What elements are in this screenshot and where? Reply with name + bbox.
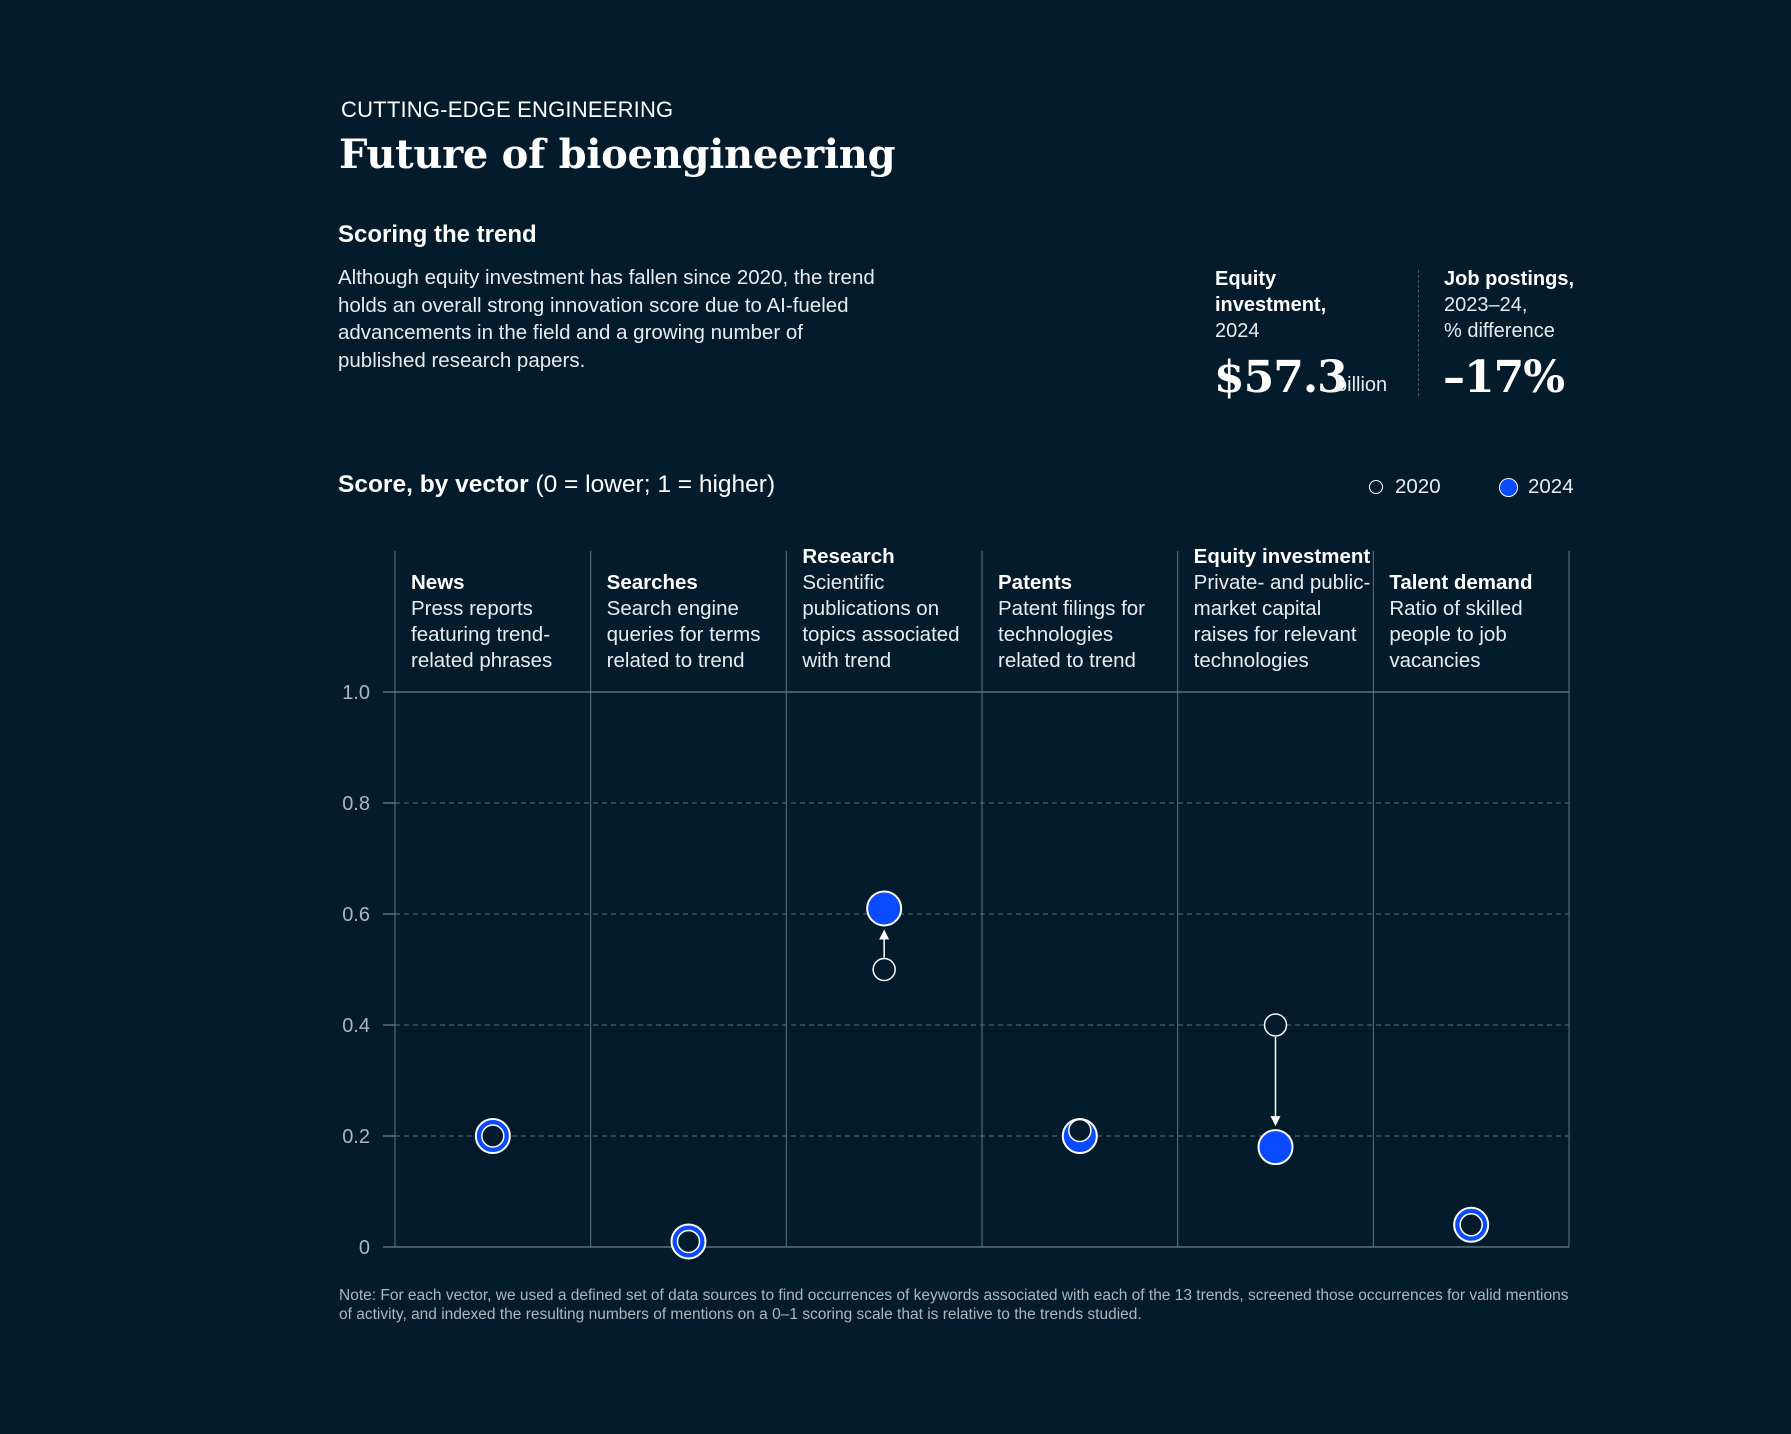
- y-tick-label: 0.6: [342, 904, 370, 926]
- kpi-equity-label: Equity investment, 2024: [1215, 266, 1326, 344]
- column-description: technologies: [998, 623, 1114, 646]
- marker-2020: [1459, 1213, 1483, 1237]
- column-description: Ratio of skilled: [1389, 597, 1523, 620]
- column-description: related to trend: [998, 649, 1136, 672]
- kpi-equity-sub: 2024: [1215, 320, 1260, 342]
- section-subhead: Scoring the trend: [338, 221, 537, 248]
- column-header: Equity investment Private- and public-mar…: [1194, 544, 1384, 674]
- column-name: Equity investment: [1193, 545, 1371, 568]
- column-name: News: [411, 571, 465, 594]
- legend-2024: 2024: [1499, 475, 1574, 499]
- page-title: Future of bioengineering: [339, 131, 896, 178]
- marker-2020: [676, 1229, 701, 1254]
- column-description: with trend: [802, 649, 892, 672]
- kpi-jobs-value: –17%: [1443, 352, 1565, 403]
- kpi-jobs-sub-2: % difference: [1444, 320, 1555, 342]
- chart-heading: Score, by vector (0 = lower; 1 = higher): [338, 471, 775, 499]
- y-tick-label: 0.2: [342, 1126, 370, 1148]
- column-name: Patents: [998, 571, 1073, 594]
- footnote: Note: For each vector, we used a defined…: [339, 1287, 1569, 1323]
- y-tick-label: 0.8: [342, 793, 370, 815]
- y-tick-label: 0: [359, 1237, 370, 1259]
- marker-2020: [872, 957, 896, 982]
- marker-2020: [481, 1124, 505, 1148]
- column-description: market capital: [1193, 597, 1322, 620]
- kpi-jobs-sub-1: 2023–24,: [1444, 294, 1528, 316]
- description: Although equity investment has fallen si…: [338, 266, 875, 372]
- column-description: topics associated: [802, 623, 960, 646]
- y-tick-label: 1.0: [342, 682, 370, 704]
- column-description: Search engine: [606, 597, 739, 620]
- chart-heading-bold: Score, by vector: [338, 471, 529, 498]
- legend-2020-marker: [1369, 480, 1383, 494]
- column-description: technologies: [1193, 649, 1309, 672]
- column-description: Scientific: [802, 571, 885, 594]
- column-header: Searches Search engine queries for terms re…: [607, 570, 797, 674]
- marker-2020: [1263, 1013, 1288, 1037]
- column-header: Patents Patent filings for technologies rel…: [998, 570, 1188, 674]
- kpi-jobs-label-1: Job postings,: [1444, 268, 1574, 290]
- column-description: vacancies: [1389, 649, 1481, 672]
- column-description: people to job: [1389, 623, 1507, 646]
- column-description: queries for terms: [606, 623, 761, 646]
- column-header: News Press reports featuring trend-related…: [411, 570, 601, 674]
- kpi-equity-label-2: investment,: [1215, 294, 1327, 316]
- column-description: related phrases: [411, 649, 553, 672]
- kpi-equity-label-1: Equity: [1215, 268, 1277, 290]
- column-description: Press reports: [411, 597, 533, 620]
- y-tick-label: 0.4: [342, 1015, 370, 1037]
- marker-2020: [1068, 1118, 1092, 1143]
- legend-2024-marker: [1499, 477, 1518, 497]
- eyebrow: CUTTING-EDGE ENGINEERING: [341, 97, 674, 122]
- legend-2020: 2020: [1369, 475, 1441, 499]
- kpi-equity-value: $57.3: [1214, 352, 1348, 403]
- kpi-equity-unit: billion: [1336, 374, 1388, 396]
- column-description: related to trend: [606, 649, 745, 672]
- chart-heading-rest: (0 = lower; 1 = higher): [528, 471, 776, 498]
- column-description: featuring trend-: [411, 623, 551, 646]
- column-header: Research Scientific publications on topics …: [802, 544, 992, 674]
- column-description: Private- and public-: [1193, 571, 1371, 594]
- column-name: Research: [802, 545, 895, 568]
- column-name: Talent demand: [1389, 571, 1533, 594]
- column-header: Talent demand Ratio of skilled people to j…: [1389, 570, 1579, 674]
- legend-2020-label: 2020: [1395, 475, 1441, 498]
- kpi-jobs-label: Job postings, 2023–24, % difference: [1444, 266, 1574, 344]
- column-name: Searches: [606, 571, 698, 594]
- column-description: raises for relevant: [1193, 623, 1357, 646]
- marker-2024: [866, 890, 903, 927]
- column-description: publications on: [802, 597, 940, 620]
- legend-2024-label: 2024: [1528, 475, 1574, 498]
- kpi-divider: [1418, 270, 1419, 396]
- column-description: Patent filings for: [998, 597, 1145, 620]
- marker-2024: [1257, 1129, 1294, 1166]
